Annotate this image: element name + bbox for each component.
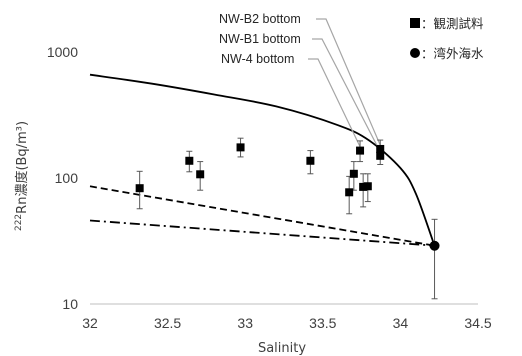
plot-area <box>89 18 478 305</box>
data-point-square <box>306 156 315 165</box>
model-curves <box>89 73 436 247</box>
data-point-square <box>196 170 205 179</box>
y-axis-title: 222Rn濃度(Bq/m³) <box>14 121 30 231</box>
curve-dashed <box>89 185 435 247</box>
annotation-label: NW-B1 bottom <box>219 32 301 46</box>
data-point-square <box>376 144 385 153</box>
x-tick-label: 33 <box>237 315 253 331</box>
x-tick-label: 34 <box>393 315 409 331</box>
y-tick-label: 1000 <box>47 44 78 60</box>
y-tick-label: 10 <box>62 296 78 312</box>
data-markers <box>135 143 440 251</box>
data-point-square <box>359 182 368 191</box>
error-bars <box>136 137 438 300</box>
y-tick-labels: 10 100 1000 <box>47 44 78 312</box>
data-point-square <box>135 184 144 193</box>
x-tick-label: 32.5 <box>154 315 181 331</box>
y-axis-title-isotope: 222 <box>14 214 24 231</box>
annotation-labels: NW-B2 bottom NW-B1 bottom NW-4 bottom <box>219 12 301 66</box>
x-axis-title: Salinity <box>258 341 306 356</box>
x-tick-labels: 32 32.5 33 33.5 34 34.5 <box>82 315 492 331</box>
annotation-leaders <box>308 18 381 153</box>
annotation-label: NW-B2 bottom <box>219 12 301 26</box>
legend-label-offshore: ：湾外海水 <box>421 46 484 61</box>
annotation-leader <box>316 18 381 146</box>
data-point-square <box>363 182 372 191</box>
data-point-square <box>376 151 385 160</box>
data-point-square <box>185 156 194 165</box>
annotation-leader <box>308 58 361 147</box>
legend-circle-marker <box>410 48 420 58</box>
curve-solid <box>89 73 436 247</box>
y-tick-label: 100 <box>55 170 79 186</box>
x-tick-label: 33.5 <box>309 315 336 331</box>
x-tick-label: 32 <box>82 315 98 331</box>
y-axis-title-text: Rn濃度(Bq/m³) <box>14 121 30 214</box>
legend: ：観測試料 ：湾外海水 <box>410 16 484 61</box>
annotation-label: NW-4 bottom <box>221 52 294 66</box>
legend-square-marker <box>410 18 420 28</box>
data-point-square <box>345 188 354 197</box>
data-point-square <box>349 169 358 178</box>
data-point-square <box>236 143 245 152</box>
legend-label-observed: ：観測試料 <box>421 16 484 31</box>
curve-dashdot <box>89 219 435 247</box>
data-point-square <box>356 146 365 155</box>
annotation-leader <box>312 38 381 153</box>
data-point-circle <box>429 240 440 251</box>
x-tick-label: 34.5 <box>464 315 491 331</box>
